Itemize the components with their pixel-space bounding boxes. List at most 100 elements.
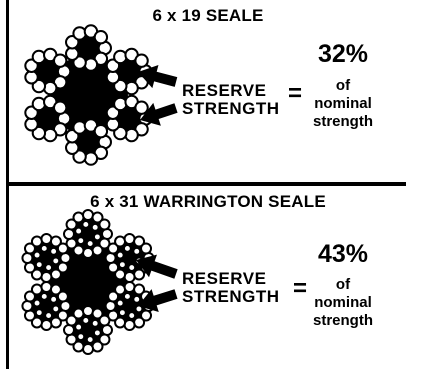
outer-wire [91,211,104,224]
outer-wire [101,324,113,336]
inner-wire [76,236,85,245]
outer-wire [40,281,53,293]
outer-wire [65,314,78,327]
outer-wire [82,343,94,355]
outer-wire [72,244,85,257]
inner-wire [74,227,83,236]
outer-wire [104,252,117,264]
inner-wire [74,323,83,332]
outer-wire [49,283,62,296]
panel-1-label-strength: STRENGTH [182,99,280,118]
inner-wire [91,223,100,232]
outer-wire [114,316,127,329]
outer-wire [93,124,109,139]
outer-wire [56,261,69,274]
inner-wire [86,335,95,344]
panel-2-desc-strength: strength [313,312,373,329]
inner-wire [91,319,100,328]
outer-wire [72,307,85,320]
outer-wire [107,242,120,255]
outer-wire [91,340,104,353]
panel-2-desc-of: of [335,276,351,293]
panel-1-label-reserve: RESERVE [182,81,267,100]
outer-wire [63,324,75,336]
outer-wire [104,300,117,312]
outer-wire [123,233,136,245]
inner-wire [40,292,49,301]
inner-wire [51,256,60,265]
outer-wire [134,53,149,68]
outer-wire [23,290,36,303]
outer-wire [52,53,68,68]
panel-1-desc-nominal: nominal [314,95,372,112]
inner-wire [76,332,85,341]
outer-wire [49,316,62,329]
outer-wire [49,268,62,281]
panel-2-label-strength: STRENGTH [182,287,280,306]
arrow-lower [140,102,178,126]
outer-wire [133,268,146,281]
outer-wire [82,305,94,317]
inner-wire [44,263,53,272]
panel-divider [6,182,406,186]
panel-1-equals: = [288,80,303,107]
outer-wire [82,247,94,259]
outer-wire [123,271,136,283]
outer-wire [114,283,127,296]
outer-wire [30,235,43,248]
inner-wire [132,295,141,304]
panel-1-title: 6 x 19 SEALE [152,6,264,25]
inner-wire [116,299,125,308]
inner-wire [118,308,127,317]
outer-wire [114,235,127,248]
inner-wire [49,295,58,304]
inner-wire [49,247,58,256]
outer-wire [40,233,53,245]
outer-wire [23,309,36,322]
inner-wire [35,260,44,269]
outer-wire [133,283,146,296]
inner-wire [93,232,102,241]
outer-wire [98,314,111,327]
outer-wire [30,268,43,281]
inner-wire [35,308,44,317]
outer-wire [30,283,43,296]
inner-wire [123,292,132,301]
inner-wire [116,251,125,260]
inner-wire [86,239,95,248]
outer-wire [98,237,111,250]
outer-wire [123,319,136,331]
outer-wire [72,340,85,353]
outer-wire [56,242,69,255]
outer-wire [23,242,36,255]
inner-wire [40,244,49,253]
outer-wire [21,300,34,312]
inner-wire [51,304,60,313]
outer-wire [133,316,146,329]
outer-wire [59,300,72,312]
outer-wire [56,309,69,322]
outer-wire [140,309,153,322]
outer-wire [101,228,113,240]
outer-wire [98,333,111,346]
outer-wire [63,228,75,240]
outer-wire [82,209,94,221]
inner-wire [127,311,136,320]
inner-wire [118,260,127,269]
outer-wire [134,100,149,115]
outer-wire [91,244,104,257]
inner-wire [123,244,132,253]
outer-wire [114,268,127,281]
outer-wire [49,235,62,248]
outer-wire [107,290,120,303]
panel-2-title: 6 x 31 WARRINGTON SEALE [90,192,326,211]
outer-wire [59,252,72,264]
outer-wire [93,30,109,45]
inner-wire [44,311,53,320]
inner-wire [33,299,42,308]
inner-wire [81,220,90,229]
inner-wire [81,316,90,325]
panel-2-percent: 43% [317,240,369,268]
